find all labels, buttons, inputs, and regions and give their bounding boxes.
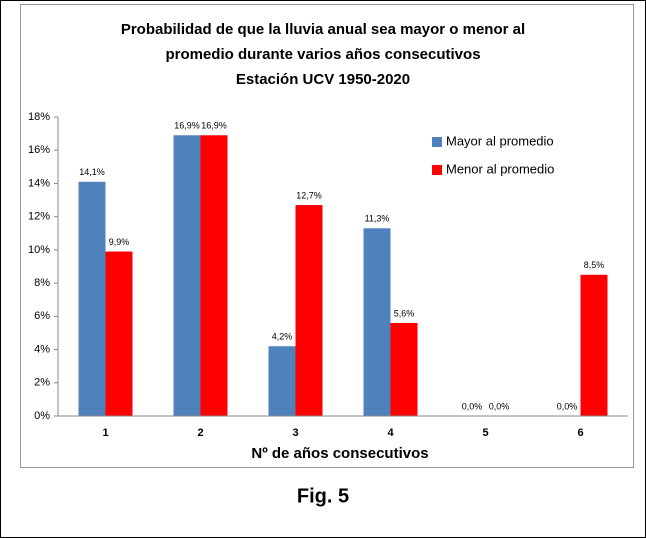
caption: Fig. 5 [297, 485, 349, 507]
bar [580, 274, 608, 416]
data-label: 16,9% [174, 121, 200, 131]
y-tick-label: 10% [28, 244, 50, 256]
legend-swatch [432, 137, 442, 147]
data-label: 12,7% [296, 190, 322, 200]
data-label: 8,5% [584, 260, 605, 270]
x-tick-label: 4 [387, 427, 394, 439]
legend-label: Menor al promedio [446, 161, 554, 176]
y-tick-label: 8% [34, 277, 50, 289]
bar [390, 322, 418, 416]
y-tick-label: 6% [34, 310, 50, 322]
bar [105, 251, 133, 416]
y-tick-label: 16% [28, 144, 50, 156]
x-tick-label: 5 [482, 427, 488, 439]
data-label: 9,9% [109, 237, 130, 247]
x-tick-label: 6 [577, 427, 583, 439]
data-label: 16,9% [201, 121, 227, 131]
chart-title: Probabilidad de que la lluvia anual sea … [121, 21, 525, 38]
bar [363, 228, 391, 416]
legend-label: Mayor al promedio [446, 133, 554, 148]
y-tick-label: 4% [34, 343, 50, 355]
y-tick-label: 18% [28, 111, 50, 123]
chart-title: Estación UCV 1950-2020 [236, 71, 410, 88]
bar [268, 346, 296, 416]
x-tick-label: 2 [197, 427, 203, 439]
data-label: 11,3% [365, 214, 390, 224]
bar [295, 205, 323, 416]
bar [78, 181, 106, 416]
data-label: 0,0% [557, 401, 578, 411]
chart-title: promedio durante varios años consecutivo… [165, 46, 480, 63]
y-tick-label: 12% [28, 211, 50, 223]
x-axis-label: Nº de años consecutivos [251, 445, 428, 462]
x-tick-label: 3 [292, 427, 298, 439]
x-tick-label: 1 [102, 427, 108, 439]
data-label: 5,6% [394, 308, 415, 318]
data-label: 14,1% [79, 167, 105, 177]
data-label: 4,2% [272, 332, 293, 342]
y-tick-label: 14% [28, 177, 50, 189]
data-label: 0,0% [489, 401, 510, 411]
bar [200, 135, 228, 416]
data-label: 0,0% [462, 401, 483, 411]
y-tick-label: 0% [34, 410, 50, 422]
legend-swatch [432, 165, 442, 175]
bar [173, 135, 201, 416]
y-tick-label: 2% [34, 377, 50, 389]
